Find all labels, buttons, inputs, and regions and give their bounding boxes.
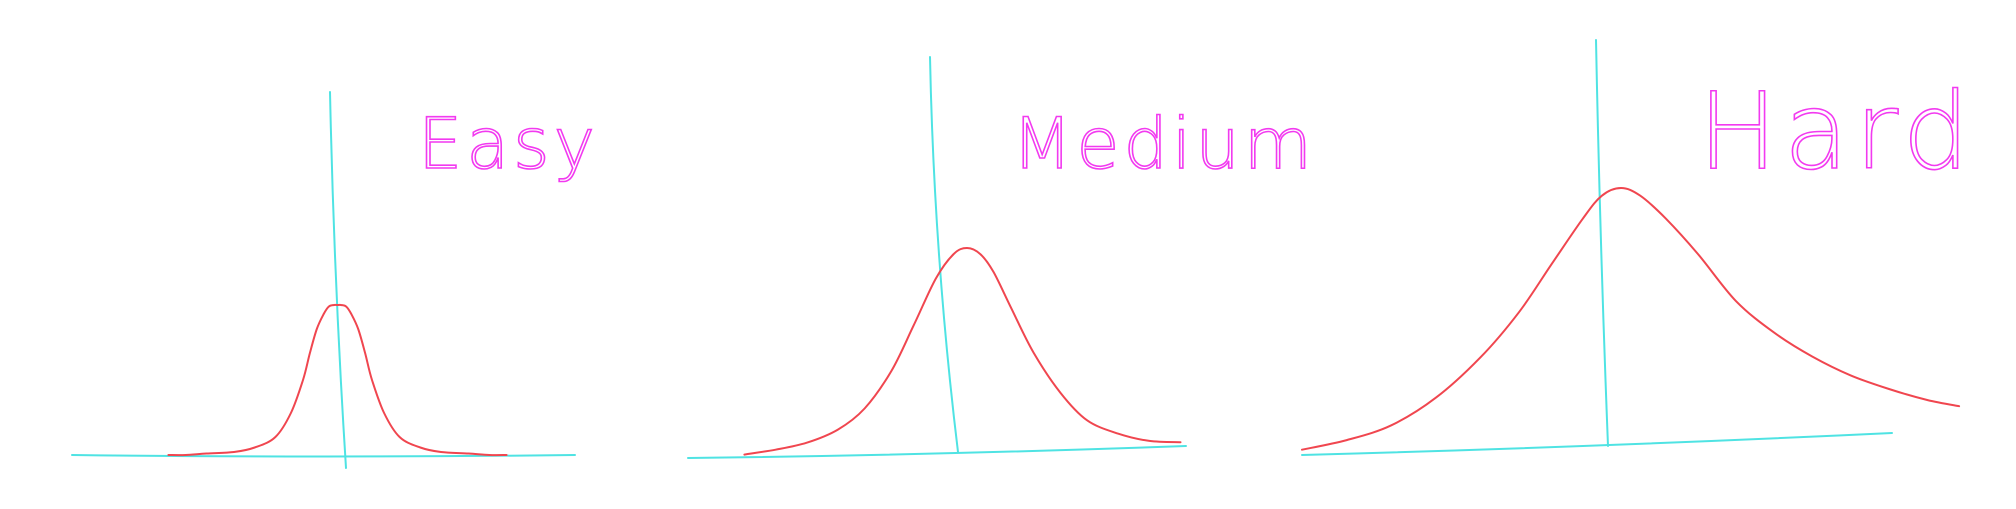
hard-center-line [1595,39,1609,447]
hard-x-axis [1301,432,1893,456]
hard-distribution-curve [1301,187,1961,451]
hard-panel: Hard [1301,39,1976,456]
easy-title: Easy [418,103,599,185]
easy-panel: Easy [71,91,599,469]
medium-title: Medium [1012,103,1316,185]
medium-distribution-curve [743,247,1182,456]
easy-distribution-curve [167,303,508,457]
hard-title: Hard [1698,70,1976,193]
medium-panel: Medium [687,56,1316,459]
easy-center-line [329,91,347,469]
medium-x-axis [687,445,1187,459]
plot-panels: Easy Medium Hard [71,39,1976,469]
medium-center-line [929,56,959,453]
